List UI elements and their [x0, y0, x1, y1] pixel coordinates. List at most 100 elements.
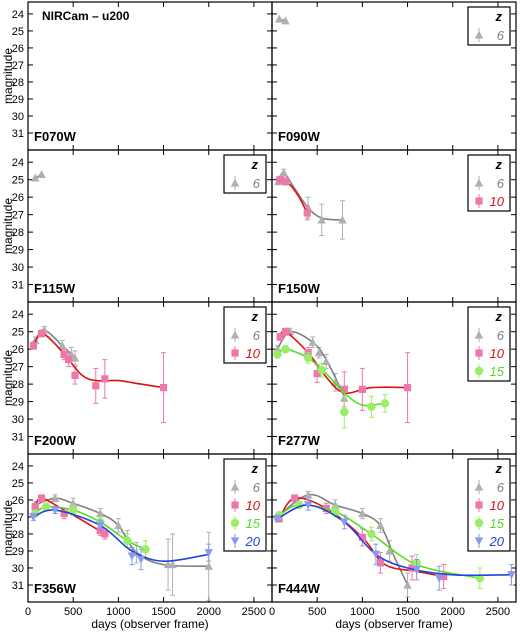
x-tick-label: 2000	[196, 606, 220, 618]
x-tick-label: 1000	[350, 606, 374, 618]
x-tick-label: 1500	[151, 606, 175, 618]
data-point-z15	[141, 545, 150, 554]
data-point-z10	[92, 382, 100, 390]
legend-box	[223, 306, 267, 364]
data-point-z6	[322, 357, 331, 366]
data-point-z20	[434, 574, 444, 583]
legend: z 6 10 15 20	[467, 458, 511, 552]
filter-label-f115w: F115W	[34, 281, 76, 296]
data-point-z10	[276, 176, 284, 184]
x-tick-label: 0	[25, 606, 31, 618]
y-tick-label: 25	[12, 26, 24, 38]
data-point-z15	[317, 365, 326, 375]
data-point-z6	[314, 348, 324, 357]
y-axis-label: magnitude	[1, 48, 15, 104]
data-point-z6	[58, 341, 67, 350]
data-point-z20	[136, 555, 146, 564]
data-point-z20	[273, 515, 282, 524]
data-point-z6	[275, 14, 284, 23]
data-point-z20	[29, 513, 38, 522]
filter-label-f070w: F070W	[34, 129, 77, 144]
data-point-z6	[37, 170, 46, 179]
data-point-z20	[412, 566, 421, 575]
data-point-z10	[290, 494, 299, 502]
data-point-z6	[376, 521, 385, 530]
x-tick-label: 1500	[395, 606, 419, 618]
y-tick-label: 28	[12, 379, 24, 391]
data-point-z6	[31, 173, 40, 182]
data-point-z6	[308, 337, 317, 346]
series-line-z15	[278, 504, 481, 579]
data-point-z10	[403, 384, 412, 392]
legend-marker-z6	[230, 178, 240, 187]
legend-box	[467, 6, 511, 46]
y-tick-label: 24	[12, 461, 24, 473]
data-point-z15	[367, 402, 376, 412]
data-point-z6	[114, 521, 123, 530]
filter-label-f090w: F090W	[278, 129, 321, 144]
panel-series-f444w	[273, 490, 516, 598]
data-point-z15	[475, 573, 485, 583]
x-tick-label: 2500	[486, 606, 510, 618]
panel-series-f115w	[31, 170, 46, 182]
data-point-z10	[281, 177, 290, 186]
y-tick-label: 30	[12, 111, 24, 123]
y-tick-label: 29	[12, 94, 24, 106]
y-tick-label: 30	[12, 414, 24, 426]
y-tick-label: 29	[12, 245, 24, 257]
legend-label-z6: 6	[253, 328, 261, 343]
y-tick-label: 26	[12, 43, 24, 55]
data-point-z6	[403, 580, 412, 589]
data-point-z10	[31, 503, 39, 511]
legend-label-z6: 6	[497, 328, 505, 343]
y-tick-label: 27	[12, 362, 24, 374]
y-tick-label: 30	[12, 262, 24, 274]
legend-marker-z6	[230, 330, 240, 339]
panel-series-f150w	[274, 168, 347, 240]
legend: z 6 10	[467, 154, 511, 212]
legend: z 6 10 15 20	[223, 458, 267, 552]
x-tick-label: 500	[64, 606, 82, 618]
legend-marker-z6	[230, 482, 240, 491]
y-tick-label: 28	[12, 77, 24, 89]
data-point-z10	[440, 572, 448, 581]
legend-marker-z15	[474, 518, 484, 528]
data-point-z6	[385, 546, 394, 555]
filter-label-f200w: F200W	[34, 433, 77, 448]
data-point-z6	[358, 509, 367, 518]
legend-label-z15: 15	[490, 516, 505, 531]
legend-marker-z6	[474, 330, 484, 339]
data-point-z10	[101, 375, 109, 383]
legend-label-z20: 20	[489, 534, 505, 549]
panel-frame-f444w	[271, 453, 517, 603]
data-point-z15	[41, 502, 51, 511]
panel-contents	[29, 14, 516, 601]
y-tick-label: 24	[12, 309, 24, 321]
chart-title: NIRCam – u200	[42, 9, 130, 23]
filter-label-f444w: F444W	[278, 581, 321, 596]
data-point-z10	[276, 333, 284, 341]
panel-frame-f070w	[27, 1, 273, 151]
filter-label-f356w: F356W	[34, 581, 77, 596]
legend-box	[223, 458, 267, 552]
legend-marker-z10	[475, 197, 483, 205]
y-tick-label: 29	[12, 546, 24, 558]
legend-marker-z20	[474, 537, 484, 546]
data-point-z20	[303, 501, 313, 510]
y-tick-label: 26	[12, 192, 24, 204]
y-tick-label: 25	[12, 175, 24, 187]
data-point-z6	[279, 168, 288, 177]
legend-label-z15: 15	[246, 516, 261, 531]
y-axis-label: magnitude	[1, 500, 15, 556]
data-point-z10	[159, 384, 168, 392]
data-point-z10	[29, 342, 38, 350]
legend-label-z10: 10	[246, 498, 261, 513]
y-tick-label: 27	[12, 60, 24, 72]
y-tick-label: 24	[12, 157, 24, 169]
x-tick-label: 0	[269, 606, 275, 618]
panel-series-f200w	[29, 325, 168, 424]
y-tick-label: 31	[12, 280, 24, 292]
legend-marker-z10	[231, 349, 239, 357]
legend-title: z	[495, 9, 503, 24]
